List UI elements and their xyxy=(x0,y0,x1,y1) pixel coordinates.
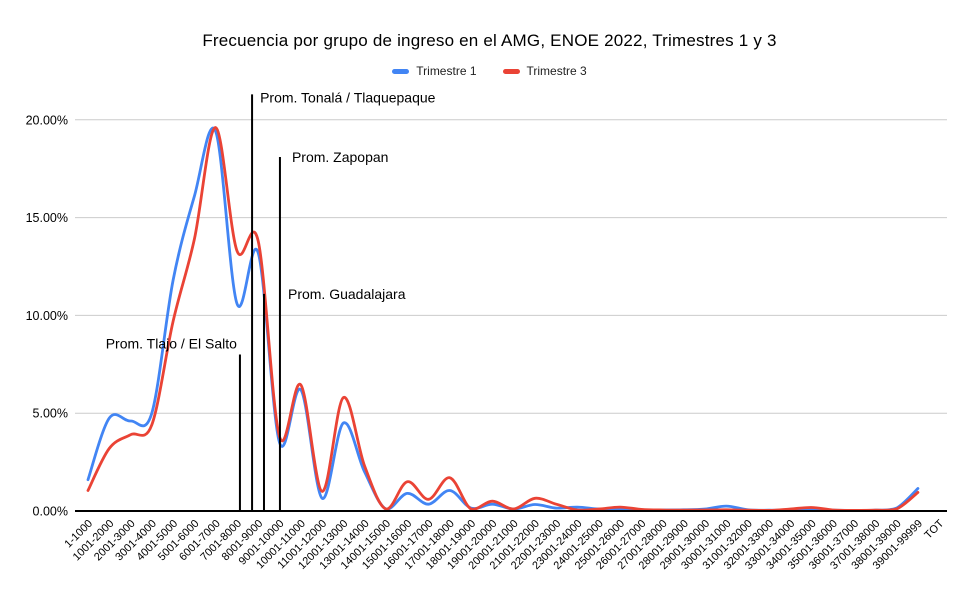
annotation-label: Prom. Guadalajara xyxy=(288,286,406,302)
legend-item-trimestre-3: Trimestre 3 xyxy=(502,64,587,78)
legend-swatch-icon xyxy=(502,68,520,74)
x-tick-label: TOT xyxy=(922,517,946,541)
y-tick-label: 10.00% xyxy=(26,309,68,323)
y-tick-label: 15.00% xyxy=(26,211,68,225)
chart-title: Frecuencia por grupo de ingreso en el AM… xyxy=(202,31,777,50)
chart-legend: Trimestre 1 Trimestre 3 xyxy=(0,64,979,78)
series-line-trimestre-1 xyxy=(86,127,920,512)
y-tick-label: 5.00% xyxy=(33,407,68,421)
legend-label: Trimestre 1 xyxy=(416,64,477,78)
y-tick-label: 0.00% xyxy=(33,505,68,519)
annotation-label: Prom. Tlajo / El Salto xyxy=(106,336,237,352)
series-line-trimestre-3 xyxy=(86,126,920,512)
annotation-label: Prom. Zapopan xyxy=(292,149,389,165)
legend-label: Trimestre 3 xyxy=(526,64,587,78)
annotation-label: Prom. Tonalá / Tlaquepaque xyxy=(260,89,436,105)
legend-item-trimestre-1: Trimestre 1 xyxy=(392,64,477,78)
y-tick-label: 20.00% xyxy=(26,113,68,127)
legend-swatch-icon xyxy=(392,68,410,74)
